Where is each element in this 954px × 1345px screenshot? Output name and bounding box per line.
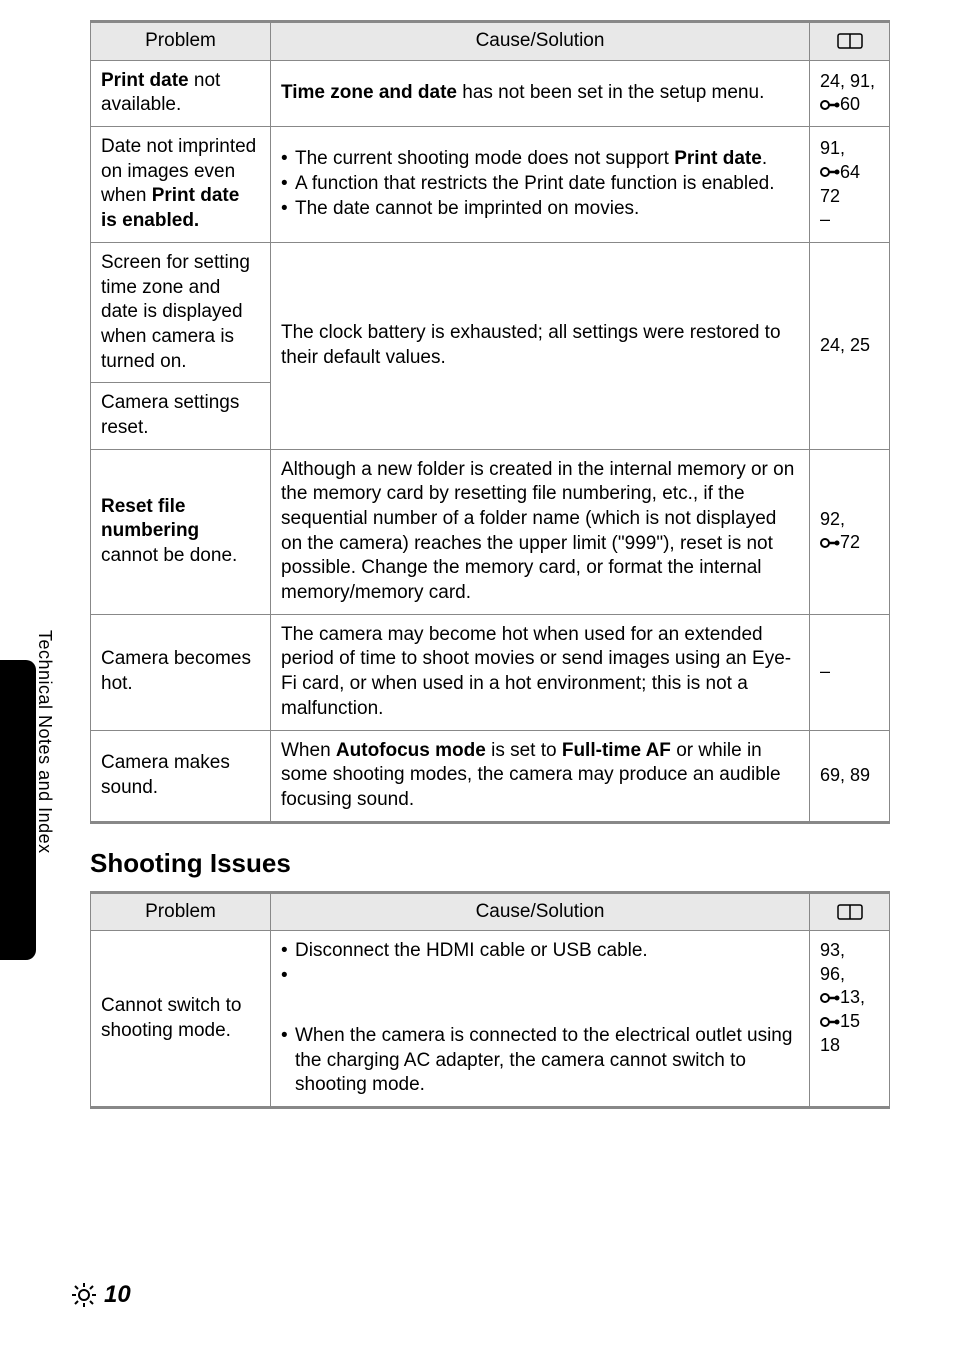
- table-row: Camera makes sound. When Autofocus mode …: [91, 730, 890, 822]
- col-cause: Cause/Solution: [271, 892, 810, 931]
- page-content: Problem Cause/Solution Print date not av…: [90, 20, 890, 1109]
- troubleshoot-table-2: Problem Cause/Solution Cannot switch to …: [90, 891, 890, 1109]
- sidebar-tab: [0, 660, 36, 960]
- ref-text: 93,: [820, 940, 845, 960]
- table-row: Camera becomes hot. The camera may becom…: [91, 614, 890, 730]
- ref-text: –: [820, 209, 830, 229]
- label-text: The camera may become hot when used for …: [271, 614, 810, 730]
- table-row: Print date not available. Time zone and …: [91, 60, 890, 126]
- key-icon: [820, 161, 840, 184]
- ref-text: 96,: [820, 964, 845, 984]
- list-item: The current shooting mode does not suppo…: [281, 147, 799, 172]
- label-text: Cannot switch to shooting mode.: [91, 931, 271, 1108]
- list-item: The date cannot be imprinted on movies.: [281, 197, 799, 222]
- page-number: 10: [70, 1281, 131, 1309]
- sidebar-section-label: Technical Notes and Index: [34, 630, 55, 854]
- list-item: When the camera is connected to the elec…: [281, 1024, 799, 1098]
- table-row: Screen for setting time zone and date is…: [91, 242, 890, 382]
- col-problem: Problem: [91, 22, 271, 61]
- book-icon: [837, 30, 863, 51]
- list-item: Disconnect the HDMI cable or USB cable.: [281, 939, 799, 964]
- book-icon: [837, 901, 863, 922]
- label-text: Camera settings reset.: [91, 383, 271, 449]
- label-text: Reset file numbering: [101, 496, 199, 542]
- col-cause: Cause/Solution: [271, 22, 810, 61]
- ref-text: 60: [840, 94, 860, 114]
- ref-text: 64: [840, 162, 860, 182]
- col-ref: [810, 22, 890, 61]
- label-text: has not been set in the setup menu.: [457, 82, 764, 103]
- ref-text: –: [810, 614, 890, 730]
- ref-text: 13,: [840, 987, 865, 1007]
- ref-text: 24, 91,: [820, 71, 875, 91]
- label-text: cannot be done.: [101, 545, 237, 566]
- bullet-list: Disconnect the HDMI cable or USB cable. …: [281, 939, 799, 1098]
- label-text: The clock battery is exhausted; all sett…: [271, 242, 810, 449]
- sun-icon: [70, 1281, 98, 1309]
- label-text: Time zone and date: [281, 82, 457, 103]
- ref-text: 72: [820, 186, 840, 206]
- label-text: is enabled.: [101, 210, 199, 231]
- table-row: Cannot switch to shooting mode. Disconne…: [91, 931, 890, 1108]
- label-text: Print date: [101, 70, 189, 91]
- table-row: Reset file numbering cannot be done. Alt…: [91, 449, 890, 614]
- col-ref: [810, 892, 890, 931]
- ref-text: 15: [840, 1011, 860, 1031]
- ref-text: 91,: [820, 138, 845, 158]
- label-text: Autofocus mode: [336, 740, 486, 761]
- key-icon: [820, 532, 840, 555]
- ref-text: 92,: [820, 509, 845, 529]
- ref-text: 24, 25: [810, 242, 890, 449]
- key-icon: [820, 94, 840, 117]
- key-icon: [820, 1011, 840, 1034]
- label-text: Full-time AF: [562, 740, 671, 761]
- label-text: Camera becomes hot.: [91, 614, 271, 730]
- label-text: is set to: [486, 740, 562, 761]
- col-problem: Problem: [91, 892, 271, 931]
- table-row: Date not imprinted on images even when P…: [91, 127, 890, 243]
- label-text: Although a new folder is created in the …: [271, 449, 810, 614]
- label-text: When: [281, 740, 336, 761]
- ref-text: 72: [840, 532, 860, 552]
- ref-text: 69, 89: [810, 730, 890, 822]
- ref-text: 18: [820, 1035, 840, 1055]
- label-text: Screen for setting time zone and date is…: [91, 242, 271, 382]
- troubleshoot-table-1: Problem Cause/Solution Print date not av…: [90, 20, 890, 824]
- key-icon: [820, 987, 840, 1010]
- section-heading: Shooting Issues: [90, 848, 890, 879]
- list-item: A function that restricts the Print date…: [281, 172, 799, 197]
- label-text: Print date: [152, 185, 240, 206]
- label-text: Camera makes sound.: [91, 730, 271, 822]
- page-number-text: 10: [104, 1281, 131, 1309]
- bullet-list: The current shooting mode does not suppo…: [281, 147, 799, 221]
